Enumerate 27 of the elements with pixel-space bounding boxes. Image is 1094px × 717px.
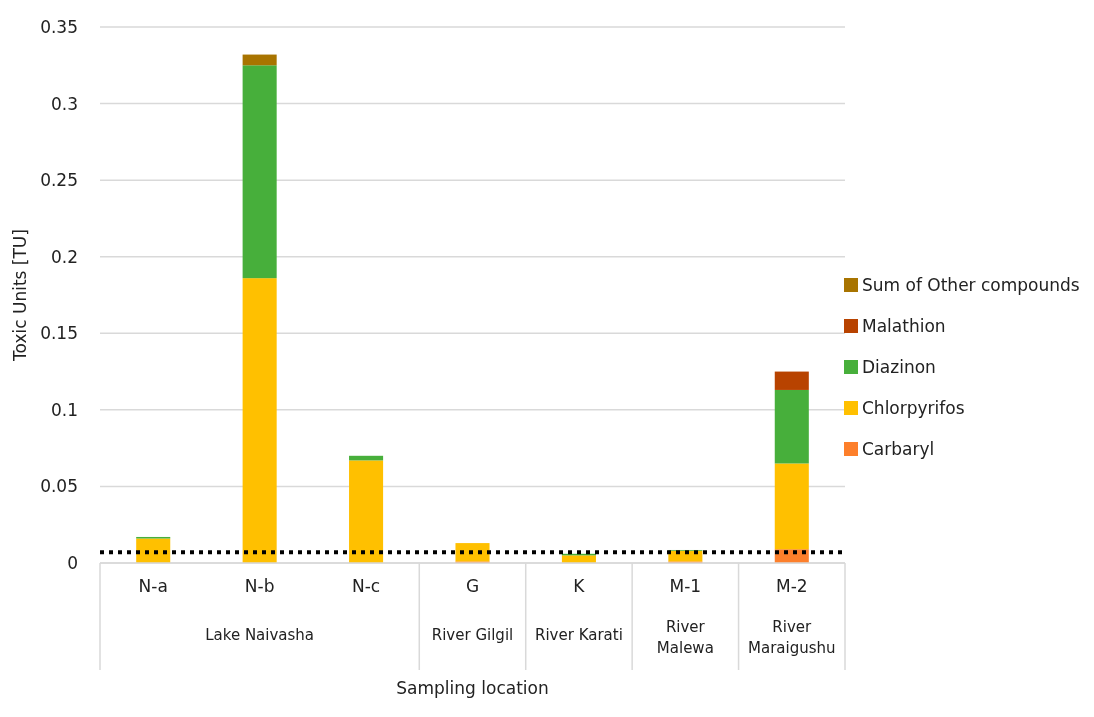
x-axis-title: Sampling location (396, 678, 549, 698)
y-axis-title: Toxic Units [TU] (10, 229, 30, 362)
x-tick-label: N-b (244, 576, 275, 596)
x-tick-label: N-c (351, 576, 381, 596)
text: River Karati (535, 626, 623, 644)
y-tick-label: 0.1 (50, 399, 78, 420)
y-tick-label: 0.05 (40, 476, 78, 497)
y-tick-label: 0.35 (40, 16, 78, 37)
legend-label: Chlorpyrifos (862, 398, 965, 418)
text: Lake Naivasha (205, 626, 315, 644)
text: River Malewa (656, 618, 714, 657)
legend-label: Sum of Other compounds (862, 275, 1080, 295)
y-tick-label: 0.15 (40, 323, 78, 344)
x-tick-label: G (465, 576, 480, 596)
x-tick-label: K (573, 576, 586, 596)
y-tick-label: 0.3 (50, 93, 78, 114)
x-tick-label: M-2 (775, 576, 808, 596)
legend-label: Carbaryl (862, 439, 935, 459)
text: River Gilgil (431, 626, 514, 644)
text: River Maraigushu (748, 618, 836, 657)
x-tick-label: M-1 (669, 576, 702, 596)
legend-label: Diazinon (862, 357, 936, 377)
x-tick-label: N-a (138, 576, 168, 596)
y-tick-label: 0.25 (40, 170, 78, 191)
y-tick-label: 0 (67, 552, 78, 573)
legend-label: Malathion (862, 316, 946, 336)
y-tick-label: 0.2 (50, 246, 78, 267)
